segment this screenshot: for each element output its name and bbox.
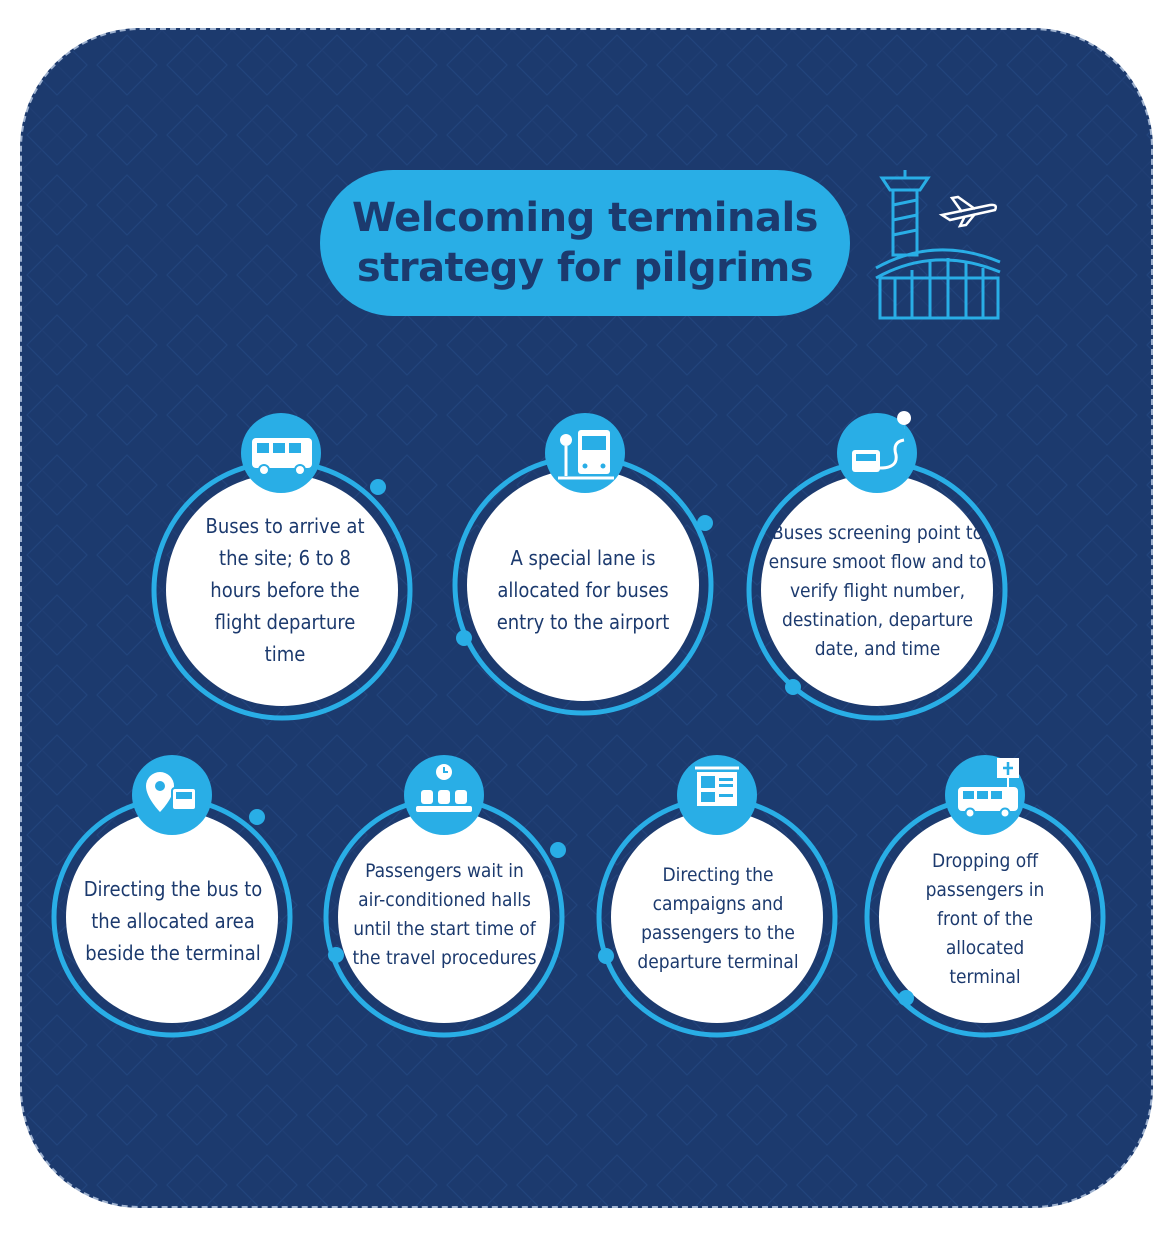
step-6-text: Directing the campaigns and passengers t…	[637, 864, 799, 973]
title-pill: Welcoming terminals strategy for pilgrim…	[320, 170, 850, 316]
connector-dot	[249, 809, 265, 825]
airplane-icon	[938, 195, 998, 228]
connector-dot	[456, 630, 472, 646]
step-4-text: Directing the bus to the allocated area …	[83, 877, 263, 965]
location-bus-icon	[132, 755, 212, 835]
step-1-text: Buses to arrive at the site; 6 to 8 hour…	[205, 514, 365, 666]
title-line-2: strategy for pilgrims	[356, 245, 814, 291]
connector-dot	[697, 515, 713, 531]
connector-dot	[785, 679, 801, 695]
connector-dot	[598, 948, 614, 964]
connector-dot	[898, 990, 914, 1006]
step-7-text: Dropping off passengers in front of the …	[925, 849, 1045, 988]
airport-tower-icon	[875, 170, 1001, 320]
bus-stop-icon	[545, 413, 625, 493]
title-line-1: Welcoming terminals	[351, 195, 819, 241]
step-2-text: A special lane is allocated for buses en…	[496, 546, 670, 634]
bus-route-icon	[837, 411, 917, 493]
connector-dot	[328, 947, 344, 963]
van-dropoff-icon	[945, 755, 1025, 835]
step-3-text: Buses screening point to ensure smoot fl…	[768, 521, 987, 660]
departure-board-icon	[677, 755, 757, 835]
step-5-text: Passengers wait in air-conditioned halls…	[352, 860, 537, 969]
waiting-hall-icon	[404, 755, 484, 835]
connector-dot	[370, 479, 386, 495]
connector-dot	[550, 842, 566, 858]
bus-icon	[241, 413, 321, 493]
